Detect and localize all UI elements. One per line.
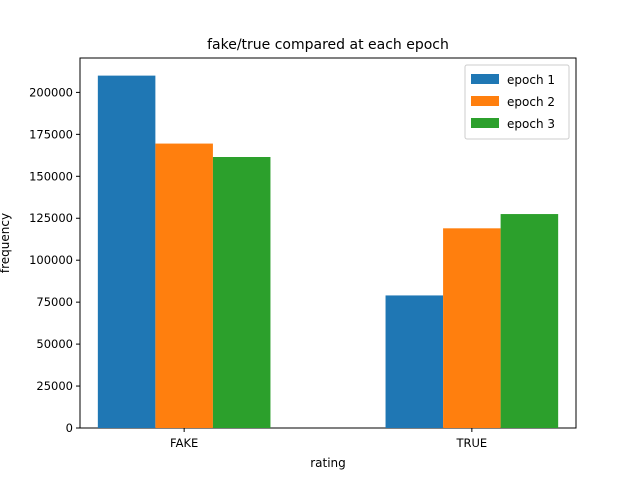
x-axis: FAKE TRUE	[170, 428, 487, 450]
y-tick-label: 0	[66, 421, 73, 435]
y-axis-label: frequency	[0, 213, 12, 273]
x-axis-label: rating	[310, 456, 346, 470]
x-tick-label: FAKE	[170, 436, 198, 450]
legend-label: epoch 1	[507, 73, 555, 87]
legend-label: epoch 3	[507, 117, 555, 131]
bars-layer	[97, 75, 559, 429]
y-tick-label: 100000	[29, 253, 73, 267]
chart-title: fake/true compared at each epoch	[207, 37, 449, 53]
y-tick-label: 25000	[36, 379, 73, 393]
bar-epoch-3-fake	[212, 157, 271, 429]
y-tick-label: 150000	[29, 169, 73, 183]
y-tick-label: 50000	[36, 337, 73, 351]
legend-label: epoch 2	[507, 95, 555, 109]
plot-area	[79, 57, 577, 429]
legend: epoch 1 epoch 2 epoch 3	[464, 64, 570, 140]
bar-epoch-2-fake	[155, 143, 213, 428]
y-tick-label: 75000	[36, 295, 73, 309]
y-axis: 0 25000 50000 75000 100000 125000 150000 175000…	[29, 85, 80, 435]
y-tick-label: 175000	[29, 127, 73, 141]
bar-epoch-3-true	[500, 214, 559, 428]
bar-epoch-1-true	[385, 295, 444, 428]
legend-swatch	[471, 118, 499, 128]
legend-swatch	[471, 96, 499, 106]
y-tick-label: 200000	[29, 85, 73, 99]
bar-epoch-2-true	[443, 228, 501, 428]
legend-swatch	[471, 74, 499, 84]
y-tick-label: 125000	[29, 211, 73, 225]
bar-epoch-1-fake	[97, 75, 156, 428]
x-tick-label: TRUE	[455, 436, 487, 450]
